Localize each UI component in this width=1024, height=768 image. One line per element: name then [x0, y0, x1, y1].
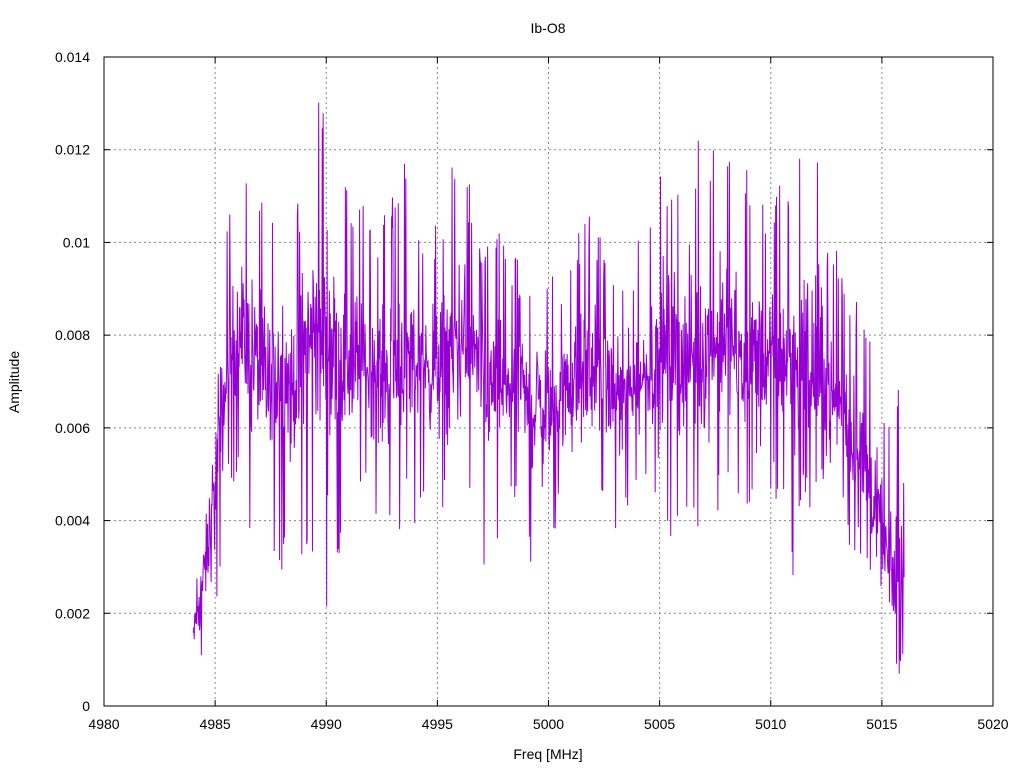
x-tick-label: 4995 — [422, 716, 453, 732]
y-tick-label: 0.006 — [55, 420, 90, 436]
axis-ticks — [103, 56, 994, 707]
x-tick-label: 5020 — [977, 716, 1008, 732]
x-tick-label: 5000 — [533, 716, 564, 732]
y-tick-label: 0.01 — [63, 234, 90, 250]
y-tick-label: 0.014 — [55, 49, 90, 65]
y-axis-tick-labels: 0 0.002 0.004 0.006 0.008 0.01 0.012 0.014 — [55, 49, 90, 714]
series-line-group — [192, 102, 905, 674]
x-tick-label: 4985 — [200, 716, 231, 732]
y-axis-label: Amplitude — [6, 351, 22, 413]
y-tick-label: 0 — [82, 698, 90, 714]
x-tick-label: 5010 — [755, 716, 786, 732]
x-tick-label: 4990 — [311, 716, 342, 732]
x-tick-label: 5015 — [866, 716, 897, 732]
y-tick-label: 0.002 — [55, 605, 90, 621]
x-tick-label: 5005 — [644, 716, 675, 732]
y-tick-label: 0.012 — [55, 142, 90, 158]
x-axis-tick-labels: 4980 4985 4990 4995 5000 5005 5010 5015 5020 — [88, 716, 1008, 732]
spectrum-series-line — [192, 102, 905, 674]
x-tick-label: 4980 — [88, 716, 119, 732]
y-tick-label: 0.004 — [55, 513, 90, 529]
y-tick-label: 0.008 — [55, 327, 90, 343]
x-axis-label: Freq [MHz] — [513, 746, 582, 762]
chart-title: Ib-O8 — [530, 20, 565, 36]
